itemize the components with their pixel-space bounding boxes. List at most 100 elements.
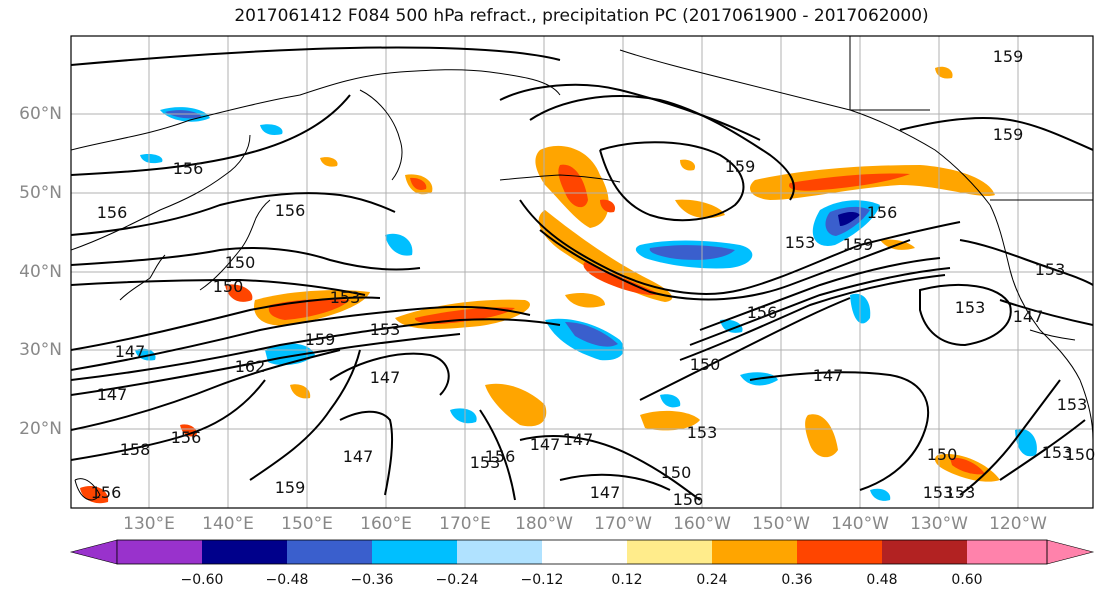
shade-patch — [290, 384, 311, 399]
colorbar — [69, 539, 1095, 565]
contour-label: 159 — [843, 235, 874, 254]
coastline-aleutians — [499, 174, 621, 183]
shade-patch — [680, 159, 696, 171]
precipitation-shading — [80, 66, 1037, 504]
contour-label: 153 — [1042, 443, 1073, 462]
contour-label: 159 — [725, 157, 756, 176]
contour-line — [71, 296, 381, 351]
colorbar-segment — [967, 540, 1047, 564]
contour-line — [479, 409, 516, 501]
shade-patch — [838, 211, 860, 226]
contour-label: 147 — [370, 368, 401, 387]
contour-label: 153 — [923, 483, 954, 502]
colorbar-segment — [712, 540, 797, 564]
contour-line — [959, 379, 1061, 496]
contour-label: 150 — [213, 277, 244, 296]
coastline-asia — [71, 69, 561, 151]
colorbar-tick-label: 0.36 — [781, 572, 813, 588]
shade-patch — [385, 233, 413, 256]
shade-patch — [140, 153, 163, 164]
contour-line — [519, 434, 701, 501]
colorbar-tick-label: −0.12 — [520, 572, 564, 588]
contour-label: 150 — [690, 355, 721, 374]
lon-label: 170°E — [439, 514, 491, 534]
contour-label: 156 — [485, 447, 516, 466]
map-title: 2017061412 F084 500 hPa refract., precip… — [234, 6, 929, 26]
contour-line — [599, 141, 745, 222]
contour-label: 153 — [785, 233, 816, 252]
colorbar-tick-label: 0.24 — [696, 572, 728, 588]
contour-label: 147 — [530, 435, 561, 454]
lon-label: 160°E — [360, 514, 412, 534]
colorbar-segment — [372, 540, 457, 564]
shade-patch — [805, 414, 838, 458]
contour-line — [999, 299, 1093, 326]
lon-label: 120°W — [989, 514, 1047, 534]
lon-label: 160°W — [673, 514, 731, 534]
shade-patch — [485, 383, 547, 427]
lat-label: 60°N — [19, 104, 62, 124]
coastlines — [71, 36, 1093, 501]
lon-label: 130°W — [910, 514, 968, 534]
contour-line — [639, 297, 851, 401]
contour-label: 153 — [470, 453, 501, 472]
contour-line — [959, 239, 1093, 286]
contour-label: 150 — [1065, 445, 1096, 464]
lon-label: 170°W — [594, 514, 652, 534]
contour-line — [71, 94, 351, 176]
colorbar-tick-label: −0.60 — [180, 572, 224, 588]
colorbar-segment — [627, 540, 712, 564]
shade-patch — [410, 177, 427, 190]
contour-label: 153 — [1057, 395, 1088, 414]
colorbar-under-arrow — [69, 539, 118, 565]
shade-patch — [320, 157, 338, 167]
contour-label: 158 — [120, 440, 151, 459]
lon-label: 150°W — [752, 514, 810, 534]
contour-label: 153 — [945, 483, 976, 502]
colorbar-tick-label: 0.48 — [866, 572, 898, 588]
shade-patch — [600, 199, 616, 213]
lon-label: 140°W — [831, 514, 889, 534]
contour-label: 150 — [661, 463, 692, 482]
contour-line — [539, 229, 911, 301]
lat-label: 30°N — [19, 340, 62, 360]
contour-label: 159 — [275, 478, 306, 497]
shade-patch — [789, 173, 910, 191]
colorbar-segment — [457, 540, 542, 564]
contour-line — [249, 349, 361, 481]
shade-patch — [950, 457, 985, 475]
contour-label: 156 — [173, 159, 204, 178]
shade-patch — [260, 124, 283, 135]
contour-labels: 156 156 150 156 153 153 162 159 147 147 … — [91, 47, 1096, 509]
contour-label: 153 — [1035, 260, 1066, 279]
colorbar-tick-label: −0.48 — [265, 572, 309, 588]
contour-label: 156 — [747, 303, 778, 322]
colorbar-segment — [202, 540, 287, 564]
contour-line — [919, 284, 1012, 347]
contour-line — [71, 46, 561, 66]
shade-patch — [660, 394, 681, 408]
contour-line — [71, 318, 561, 381]
contour-label: 159 — [305, 330, 336, 349]
contour-line — [339, 410, 394, 496]
contour-label: 156 — [171, 428, 202, 447]
contour-label: 153 — [370, 320, 401, 339]
lat-label: 20°N — [19, 419, 62, 439]
contour-label: 156 — [91, 483, 122, 502]
lon-label: 150°E — [281, 514, 333, 534]
lat-label: 40°N — [19, 262, 62, 282]
colorbar-over-arrow — [1046, 539, 1095, 565]
contour-label: 147 — [813, 366, 844, 385]
shade-patch — [870, 488, 891, 501]
shade-patch — [538, 210, 673, 302]
colorbar-segment — [882, 540, 967, 564]
contour-label: 156 — [275, 201, 306, 220]
coastline-asia — [71, 134, 251, 251]
lon-label: 140°E — [202, 514, 254, 534]
contour-label: 159 — [993, 47, 1024, 66]
shade-patch — [675, 199, 725, 219]
colorbar-tick-label: −0.24 — [435, 572, 479, 588]
lat-label: 50°N — [19, 183, 62, 203]
contour-line — [71, 192, 396, 236]
